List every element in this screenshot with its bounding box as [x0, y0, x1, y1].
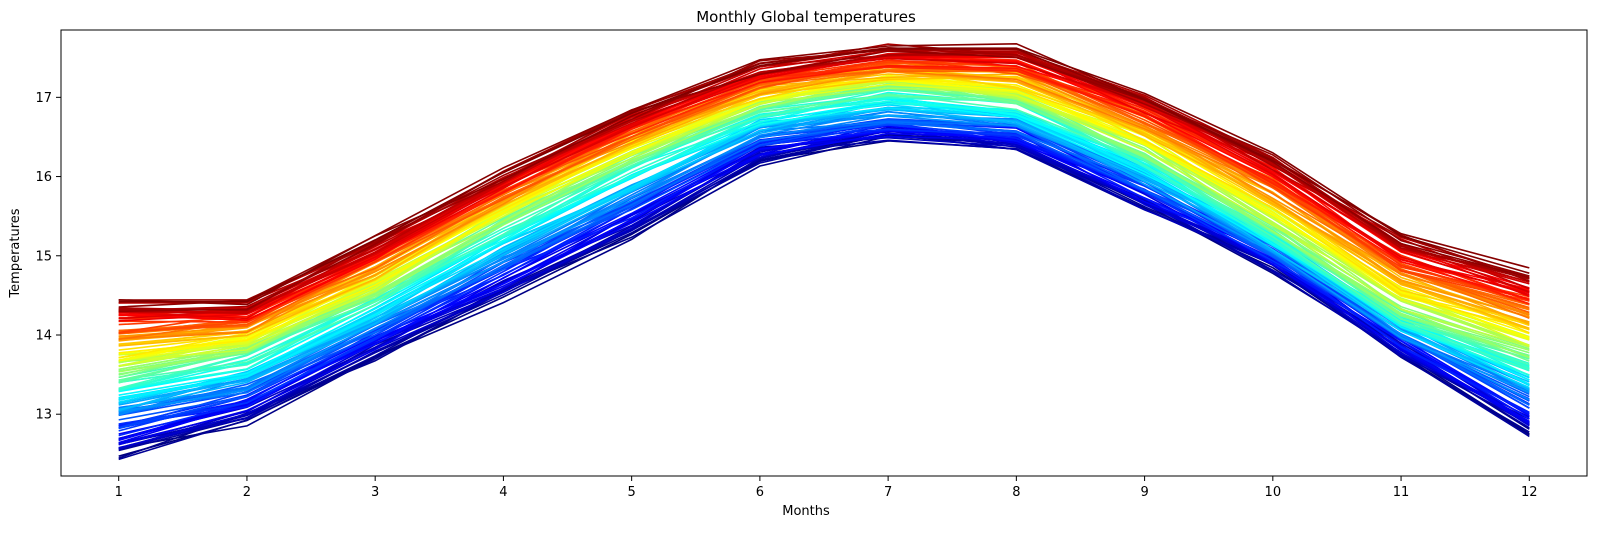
x-tick-label: 8 — [1012, 485, 1020, 500]
x-tick-label: 11 — [1393, 485, 1410, 500]
series-lines — [118, 42, 1530, 461]
x-tick-label: 1 — [115, 485, 123, 500]
series-line — [118, 69, 1530, 339]
x-tick-label: 7 — [884, 485, 892, 500]
chart-title: Monthly Global temperatures — [696, 8, 916, 26]
plot-frame — [60, 29, 1588, 477]
x-tick-label: 6 — [756, 485, 764, 500]
x-tick-label: 4 — [499, 485, 507, 500]
y-axis-ticks: 13 14 15 16 17 — [35, 91, 61, 423]
series-line — [118, 42, 1530, 306]
x-tick-label: 2 — [243, 485, 251, 500]
x-tick-label: 12 — [1521, 485, 1538, 500]
x-axis-label: Months — [782, 504, 830, 519]
y-tick-label: 16 — [35, 170, 52, 185]
y-tick-label: 15 — [35, 249, 52, 264]
y-tick-label: 14 — [35, 328, 52, 343]
y-tick-label: 13 — [35, 408, 52, 423]
series-line — [118, 47, 1530, 303]
y-axis-label: Temperatures — [8, 208, 23, 298]
series-line — [118, 50, 1530, 313]
x-axis-ticks: 1 2 3 4 5 6 7 8 9 10 11 12 — [115, 476, 1538, 500]
x-tick-label: 10 — [1265, 485, 1282, 500]
y-tick-label: 17 — [35, 91, 52, 106]
series-line — [118, 92, 1530, 381]
x-tick-label: 5 — [628, 485, 636, 500]
series-line — [118, 57, 1530, 311]
series-line — [118, 49, 1530, 301]
x-tick-label: 3 — [371, 485, 379, 500]
x-tick-label: 9 — [1140, 485, 1148, 500]
series-line — [118, 77, 1530, 371]
